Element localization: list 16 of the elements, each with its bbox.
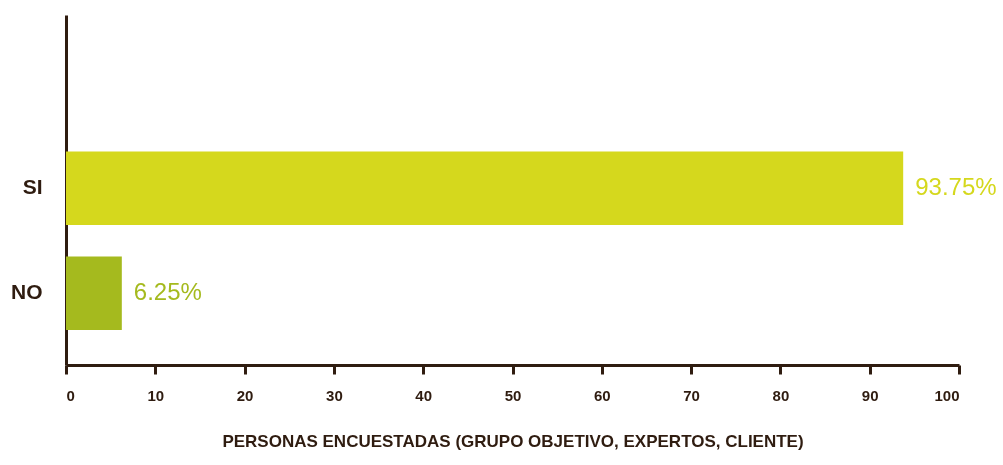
- y-tick-label: SI: [22, 175, 43, 199]
- x-tick-label: 80: [772, 386, 790, 404]
- x-tick-label: 70: [683, 386, 700, 404]
- y-tick-label: NO: [11, 280, 43, 304]
- x-tick-label: 60: [593, 386, 611, 404]
- x-tick-label: 90: [861, 386, 879, 404]
- x-tick-label: 30: [326, 386, 343, 404]
- x-tick-label: 50: [504, 386, 522, 404]
- x-tick-label: 20: [236, 386, 254, 404]
- data-label: 93.75%: [915, 173, 997, 201]
- data-label: 6.25%: [133, 278, 202, 306]
- x-tick-label: 10: [147, 386, 165, 404]
- x-axis-title: PERSONAS ENCUESTADAS (GRUPO OBJETIVO, EXPERTOS, CLIENTE): [222, 431, 804, 451]
- x-tick-label: 100: [934, 386, 960, 404]
- x-tick-label: 0: [66, 386, 75, 404]
- x-tick-label: 40: [415, 386, 433, 404]
